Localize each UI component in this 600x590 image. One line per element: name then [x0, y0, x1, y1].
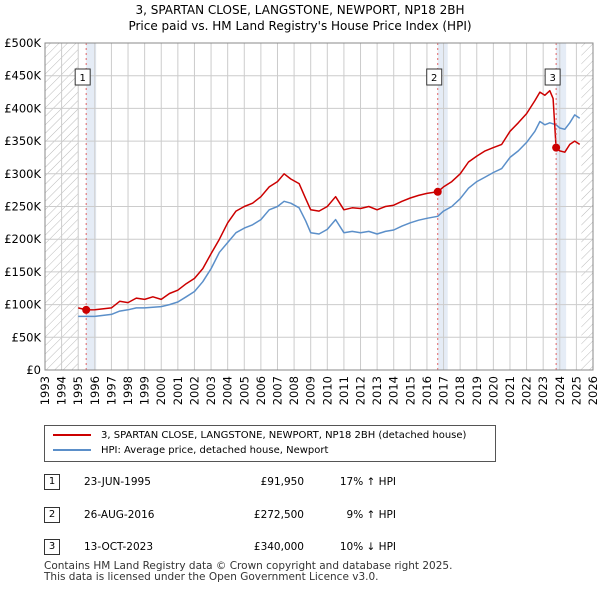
price-chart: 1 2 3 £0 £50K £100K £150K £200K £250K £300K £350K… [4, 36, 600, 405]
x-tick-label: 1998 [121, 376, 135, 405]
x-tick-label: 2012 [354, 376, 368, 405]
y-tick-label: £50K [12, 330, 42, 344]
x-tick-label: 1996 [88, 376, 102, 405]
plot-border [44, 42, 594, 371]
x-tick-label: 2021 [503, 376, 517, 405]
x-tick-label: 2005 [237, 376, 251, 405]
sale-point [552, 143, 561, 152]
x-tick-label: 1999 [138, 376, 152, 405]
x-tick-label: 2010 [320, 376, 334, 405]
x-tick-label: 2006 [254, 376, 268, 405]
sale-date: 13-OCT-2023 [84, 541, 153, 553]
legend-swatch-hpi [53, 449, 91, 451]
sale-price: £272,500 [253, 509, 304, 521]
x-tick-label: 2000 [154, 376, 168, 405]
sale-price: £91,950 [260, 476, 304, 488]
x-tick-label: 2011 [337, 376, 351, 405]
x-tick-label: 2001 [171, 376, 185, 405]
x-tick-label: 2016 [420, 376, 434, 405]
sale-row-2: 2 26-AUG-2016 £272,500 9% ↑ HPI [44, 507, 564, 523]
sale-number-badge: 1 [44, 474, 60, 490]
sale-date: 26-AUG-2016 [84, 509, 155, 521]
x-tick-label: 2025 [569, 376, 583, 405]
x-tick-label: 2009 [304, 376, 318, 405]
sale-label-text: 2 [431, 73, 437, 84]
sale-label-text: 1 [79, 73, 85, 84]
x-tick-label: 2013 [370, 376, 384, 405]
y-tick-label: £150K [4, 265, 41, 279]
property-price-line [78, 89, 581, 311]
x-tick-label: 2019 [470, 376, 484, 405]
x-tick-label: 2014 [387, 376, 401, 405]
legend: 3, SPARTAN CLOSE, LANGSTONE, NEWPORT, NP… [44, 425, 496, 462]
sale-date: 23-JUN-1995 [84, 476, 151, 488]
sale-hpi-diff: 17% ↑ HPI [339, 476, 396, 488]
chart-title-address: 3, SPARTAN CLOSE, LANGSTONE, NEWPORT, NP… [135, 3, 465, 17]
x-tick-label: 1997 [104, 376, 118, 405]
sale-row-3: 3 13-OCT-2023 £340,000 10% ↓ HPI [44, 539, 564, 555]
y-tick-label: £450K [4, 69, 41, 83]
sale-price: £340,000 [253, 541, 304, 553]
y-tick-label: £0 [26, 363, 41, 377]
y-tick-label: £500K [4, 36, 41, 50]
hpi-line [78, 114, 581, 318]
x-tick-label: 2022 [520, 376, 534, 405]
x-tick-label: 2017 [437, 376, 451, 405]
footer-copyright: Contains HM Land Registry data © Crown c… [44, 560, 453, 572]
sale-number-badge: 2 [44, 507, 60, 523]
y-tick-label: £250K [4, 200, 41, 214]
sale-row-1: 1 23-JUN-1995 £91,950 17% ↑ HPI [44, 474, 564, 490]
sale-label-box [426, 68, 443, 86]
x-tick-label: 1994 [55, 376, 69, 405]
sale-hpi-diff: 9% ↑ HPI [346, 509, 396, 521]
x-tick-label: 2003 [204, 376, 218, 405]
sale-number-badge: 3 [44, 539, 60, 555]
x-tick-label: 2018 [453, 376, 467, 405]
x-tick-label: 2024 [553, 376, 567, 405]
y-tick-label: £100K [4, 298, 41, 312]
footer-licence: This data is licensed under the Open Gov… [44, 571, 379, 583]
sale-hpi-diff: 10% ↓ HPI [339, 541, 396, 553]
legend-label-hpi: HPI: Average price, detached house, Newp… [101, 445, 329, 456]
x-tick-label: 2002 [187, 376, 201, 405]
x-tick-label: 2007 [270, 376, 284, 405]
legend-item-property: 3, SPARTAN CLOSE, LANGSTONE, NEWPORT, NP… [53, 429, 466, 443]
y-tick-label: £350K [4, 134, 41, 148]
sale-point [433, 187, 442, 196]
sale-label-text: 3 [549, 73, 555, 84]
x-tick-label: 2015 [403, 376, 417, 405]
legend-label-property: 3, SPARTAN CLOSE, LANGSTONE, NEWPORT, NP… [101, 430, 467, 441]
x-tick-label: 1993 [38, 376, 52, 405]
x-tick-label: 2020 [486, 376, 500, 405]
legend-item-hpi: HPI: Average price, detached house, Newp… [53, 444, 328, 458]
x-tick-label: 1995 [71, 376, 85, 405]
x-tick-label: 2026 [586, 376, 600, 405]
y-tick-label: £400K [4, 101, 41, 115]
sale-point [82, 305, 91, 314]
legend-swatch-property [53, 434, 91, 436]
y-tick-label: £300K [4, 167, 41, 181]
sale-label-box [74, 68, 91, 86]
chart-title-subtitle: Price paid vs. HM Land Registry's House … [128, 19, 472, 33]
y-tick-label: £200K [4, 232, 41, 246]
x-tick-label: 2004 [221, 376, 235, 405]
x-tick-label: 2008 [287, 376, 301, 405]
x-tick-label: 2023 [536, 376, 550, 405]
sale-label-box [544, 68, 561, 86]
